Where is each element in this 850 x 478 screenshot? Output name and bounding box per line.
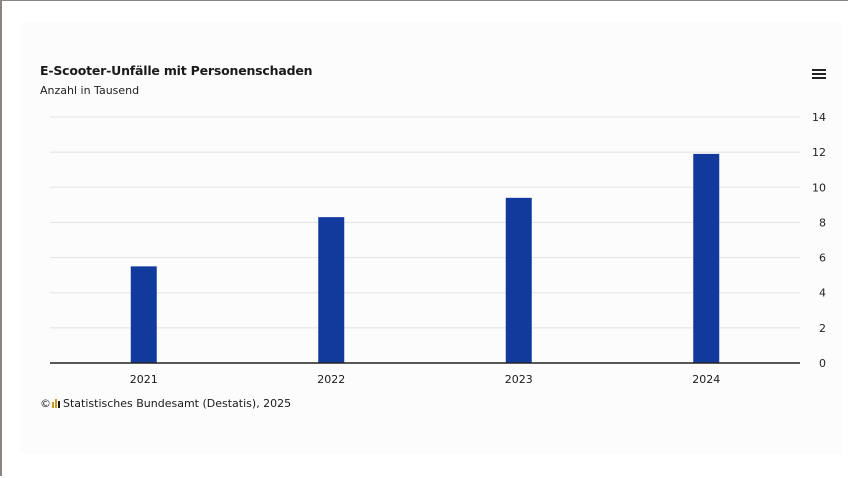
y-tick-label: 6 bbox=[819, 252, 826, 265]
y-tick-label: 14 bbox=[812, 111, 826, 124]
bar bbox=[505, 197, 532, 363]
hamburger-menu-icon[interactable] bbox=[810, 66, 828, 82]
bar bbox=[130, 266, 157, 363]
source-credit: © Statistisches Bundesamt (Destatis), 202… bbox=[40, 397, 291, 410]
copyright-symbol: © bbox=[40, 397, 51, 410]
x-tick-label: 2021 bbox=[130, 373, 158, 386]
destatis-logo-icon bbox=[52, 398, 61, 408]
y-tick-label: 8 bbox=[819, 216, 826, 229]
y-tick-label: 12 bbox=[812, 146, 826, 159]
y-tick-label: 4 bbox=[819, 287, 826, 300]
x-tick-label: 2023 bbox=[505, 373, 533, 386]
bar bbox=[318, 217, 345, 363]
bar bbox=[693, 153, 720, 363]
x-tick-label: 2024 bbox=[692, 373, 720, 386]
y-tick-label: 0 bbox=[819, 357, 826, 370]
y-tick-label: 2 bbox=[819, 322, 826, 335]
chart-subtitle: Anzahl in Tausend bbox=[40, 84, 140, 97]
y-tick-label: 10 bbox=[812, 181, 826, 194]
x-tick-label: 2022 bbox=[317, 373, 345, 386]
source-text: Statistisches Bundesamt (Destatis), 2025 bbox=[63, 397, 292, 410]
chart-title: E-Scooter-Unfälle mit Personenschaden bbox=[40, 63, 313, 78]
